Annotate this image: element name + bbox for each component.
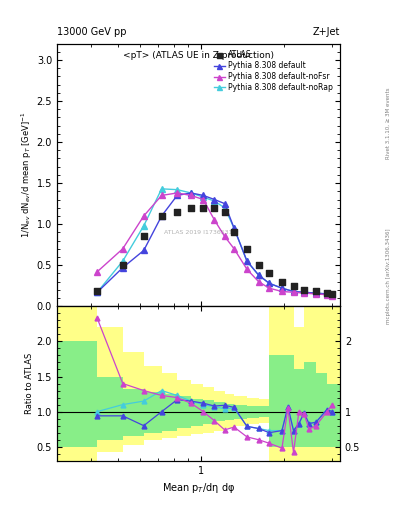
Pythia 8.308 default-noFsr: [201, 197, 206, 203]
Pythia 8.308 default-noFsr: [189, 193, 193, 199]
Pythia 8.308 default-noRap: [120, 258, 125, 264]
Pythia 8.308 default-noRap: [232, 225, 237, 231]
Pythia 8.308 default-noFsr: [267, 285, 272, 291]
Pythia 8.308 default-noFsr: [222, 233, 227, 240]
Pythia 8.308 default: [244, 258, 249, 264]
Pythia 8.308 default-noRap: [95, 289, 99, 295]
ATLAS: [231, 228, 237, 237]
Text: 13000 GeV pp: 13000 GeV pp: [57, 27, 127, 37]
Pythia 8.308 default-noFsr: [212, 217, 217, 223]
Pythia 8.308 default: [95, 289, 99, 295]
Pythia 8.308 default: [189, 190, 193, 196]
Pythia 8.308 default: [120, 265, 125, 271]
Pythia 8.308 default-noFsr: [325, 292, 329, 298]
ATLAS: [290, 282, 297, 290]
Pythia 8.308 default-noRap: [314, 290, 318, 296]
Pythia 8.308 default-noRap: [256, 272, 261, 278]
Text: Rivet 3.1.10, ≥ 3M events: Rivet 3.1.10, ≥ 3M events: [386, 87, 391, 159]
ATLAS: [141, 232, 147, 241]
ATLAS: [279, 278, 285, 286]
Text: ATLAS 2019 I1736531: ATLAS 2019 I1736531: [164, 230, 233, 235]
Pythia 8.308 default-noRap: [291, 288, 296, 294]
Pythia 8.308 default-noFsr: [244, 266, 249, 272]
Pythia 8.308 default: [222, 201, 227, 207]
Pythia 8.308 default: [141, 247, 146, 253]
Pythia 8.308 default-noRap: [175, 186, 180, 193]
Pythia 8.308 default-noRap: [201, 194, 206, 200]
Pythia 8.308 default: [256, 272, 261, 278]
ATLAS: [301, 286, 307, 294]
Pythia 8.308 default-noRap: [159, 186, 164, 192]
ATLAS: [324, 289, 330, 297]
ATLAS: [188, 204, 194, 212]
Pythia 8.308 default-noRap: [279, 285, 284, 291]
Pythia 8.308 default-noRap: [244, 258, 249, 264]
Pythia 8.308 default-noFsr: [302, 290, 307, 296]
Pythia 8.308 default-noFsr: [175, 190, 180, 196]
Pythia 8.308 default-noFsr: [120, 246, 125, 252]
Pythia 8.308 default: [302, 289, 307, 295]
ATLAS: [211, 204, 218, 212]
Pythia 8.308 default: [201, 193, 206, 199]
Pythia 8.308 default-noFsr: [330, 292, 334, 298]
Pythia 8.308 default: [325, 291, 329, 297]
ATLAS: [244, 245, 250, 253]
Pythia 8.308 default: [291, 288, 296, 294]
Pythia 8.308 default: [314, 290, 318, 296]
Pythia 8.308 default-noRap: [141, 223, 146, 229]
Text: <pT> (ATLAS UE in Z production): <pT> (ATLAS UE in Z production): [123, 51, 274, 60]
ATLAS: [200, 204, 206, 212]
ATLAS: [329, 290, 335, 298]
Y-axis label: Ratio to ATLAS: Ratio to ATLAS: [25, 353, 34, 414]
Pythia 8.308 default: [212, 197, 217, 203]
Pythia 8.308 default: [267, 280, 272, 286]
Pythia 8.308 default-noRap: [325, 291, 329, 297]
Pythia 8.308 default-noFsr: [159, 193, 164, 199]
Pythia 8.308 default: [175, 193, 180, 199]
Pythia 8.308 default-noFsr: [256, 279, 261, 285]
Pythia 8.308 default-noRap: [302, 289, 307, 295]
Pythia 8.308 default: [279, 285, 284, 291]
Text: Z+Jet: Z+Jet: [312, 27, 340, 37]
Pythia 8.308 default-noFsr: [232, 246, 237, 252]
ATLAS: [119, 261, 126, 269]
ATLAS: [266, 269, 272, 278]
ATLAS: [174, 208, 180, 216]
X-axis label: Mean p$_T$/dη dφ: Mean p$_T$/dη dφ: [162, 481, 235, 495]
Pythia 8.308 default: [330, 292, 334, 298]
ATLAS: [255, 261, 262, 269]
Legend: ATLAS, Pythia 8.308 default, Pythia 8.308 default-noFsr, Pythia 8.308 default-no: ATLAS, Pythia 8.308 default, Pythia 8.30…: [211, 47, 336, 95]
Pythia 8.308 default-noRap: [212, 198, 217, 204]
Pythia 8.308 default-noRap: [267, 280, 272, 286]
Line: Pythia 8.308 default: Pythia 8.308 default: [94, 190, 335, 297]
Pythia 8.308 default-noFsr: [279, 288, 284, 294]
Y-axis label: 1/N$_{ev}$ dN$_{ev}$/d mean p$_T$ [GeV]$^{-1}$: 1/N$_{ev}$ dN$_{ev}$/d mean p$_T$ [GeV]$…: [19, 112, 34, 238]
Pythia 8.308 default-noRap: [189, 190, 193, 196]
Pythia 8.308 default-noFsr: [95, 269, 99, 275]
Pythia 8.308 default-noRap: [222, 205, 227, 211]
Pythia 8.308 default-noFsr: [141, 213, 146, 219]
Pythia 8.308 default-noRap: [330, 292, 334, 298]
Pythia 8.308 default: [159, 213, 164, 219]
Line: Pythia 8.308 default-noRap: Pythia 8.308 default-noRap: [94, 186, 335, 297]
ATLAS: [222, 208, 228, 216]
Pythia 8.308 default-noFsr: [291, 289, 296, 295]
ATLAS: [158, 212, 165, 220]
Pythia 8.308 default-noFsr: [314, 291, 318, 297]
Pythia 8.308 default: [232, 225, 237, 231]
ATLAS: [94, 287, 100, 295]
Line: Pythia 8.308 default-noFsr: Pythia 8.308 default-noFsr: [94, 190, 335, 298]
Text: mcplots.cern.ch [arXiv:1306.3436]: mcplots.cern.ch [arXiv:1306.3436]: [386, 229, 391, 324]
ATLAS: [313, 287, 319, 295]
